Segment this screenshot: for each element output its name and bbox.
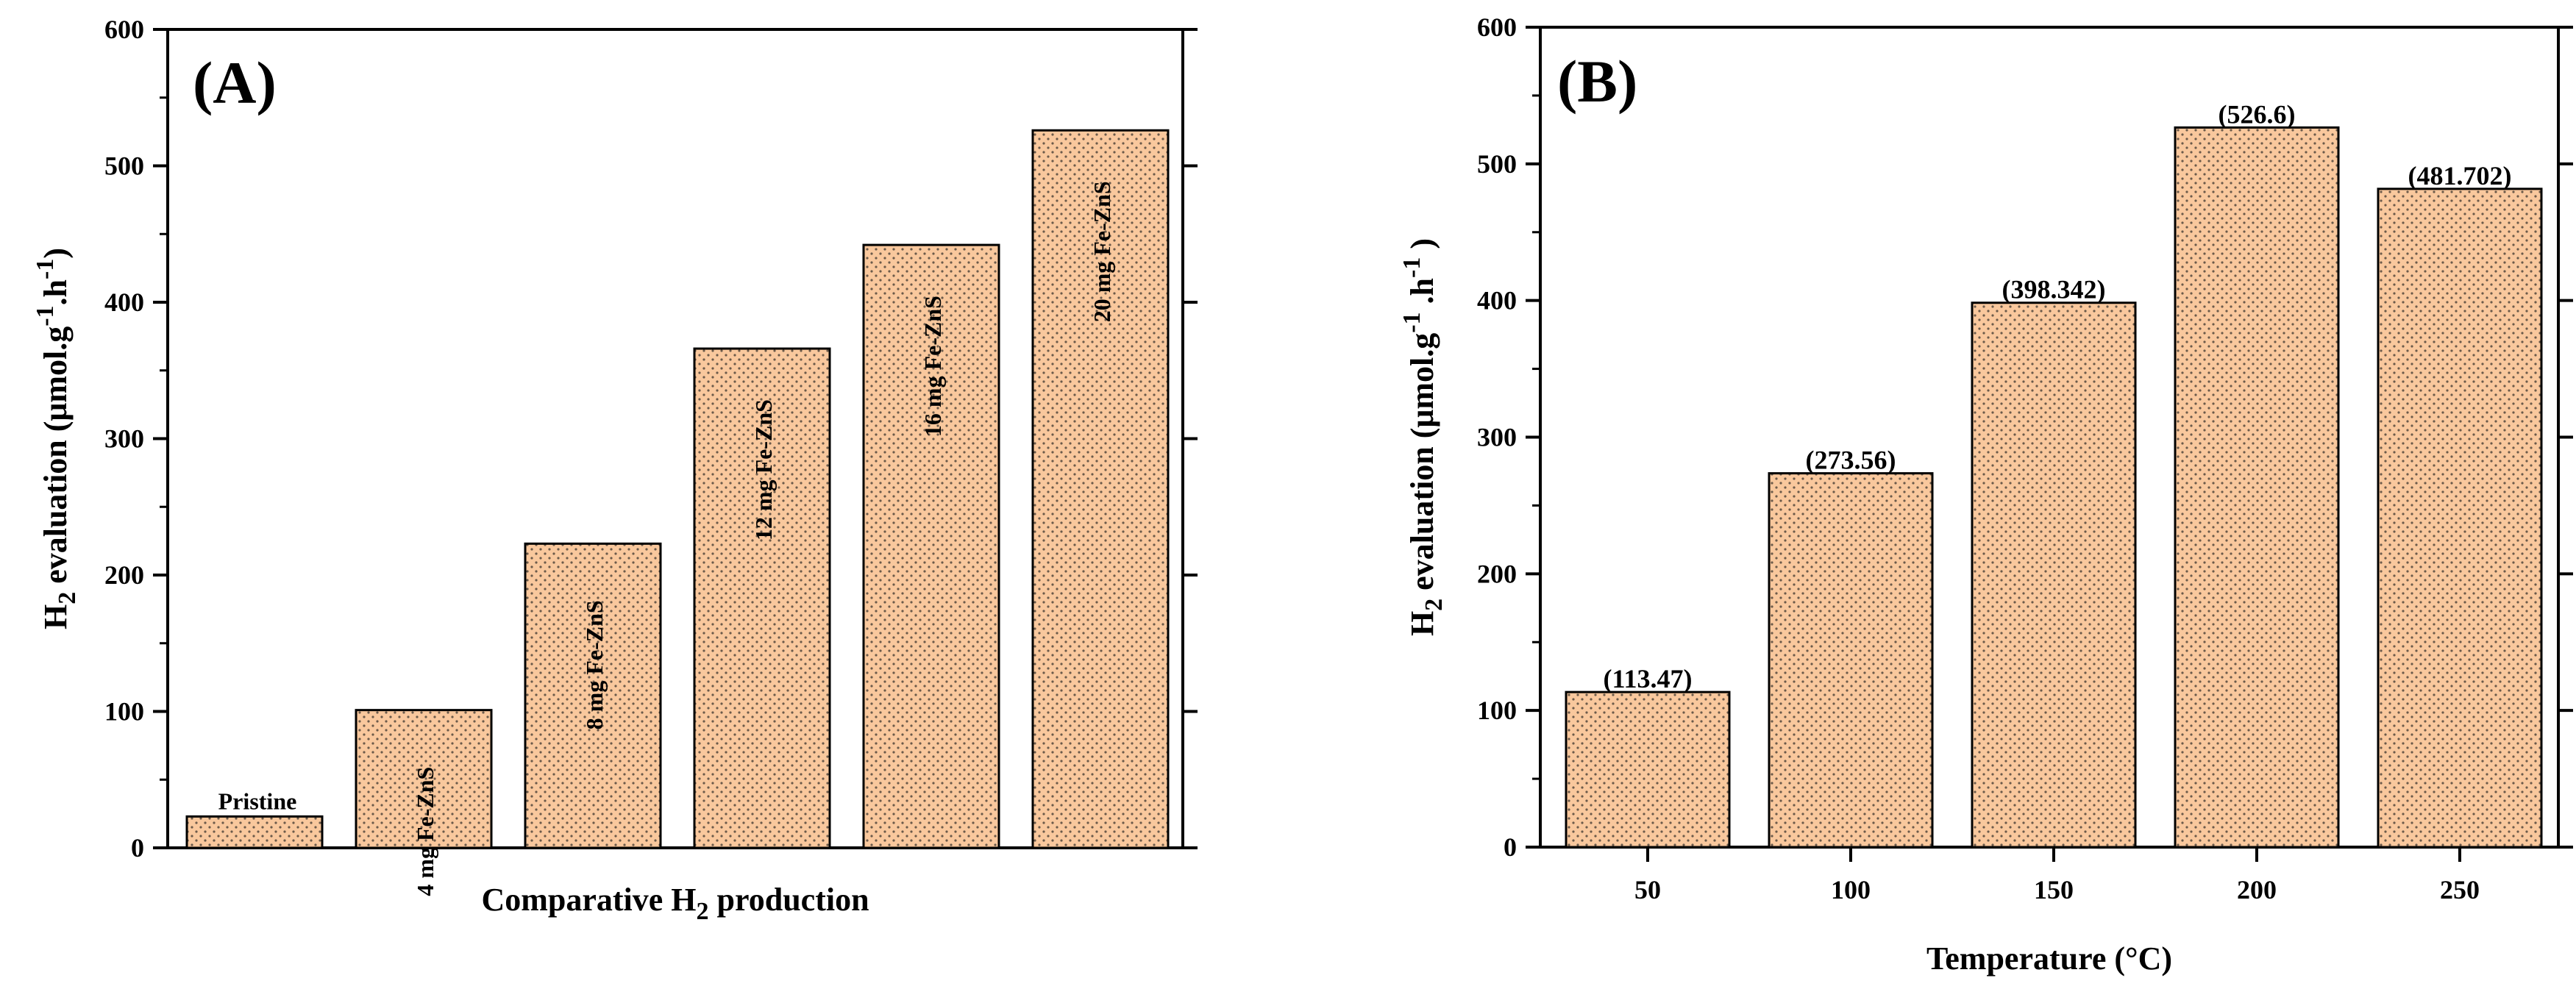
y-tick-label: 400 — [104, 288, 144, 317]
x-tick-label: 250 — [2440, 875, 2480, 904]
y-tick-label: 400 — [1477, 286, 1517, 315]
y-tick-label: 200 — [104, 560, 144, 590]
y-tick-label: 100 — [104, 697, 144, 727]
bar — [2377, 188, 2543, 849]
x-tick-label: 100 — [1831, 875, 1871, 904]
bar-value-label: (526.6) — [2219, 99, 2296, 129]
y-tick-label: 500 — [1477, 149, 1517, 179]
bar-category-label: 16 mg Fe-ZnS — [919, 296, 946, 437]
bar — [1565, 690, 1731, 849]
x-axis-title: Temperature (°C) — [1926, 940, 2172, 977]
bar — [2174, 126, 2340, 849]
panel-b: 0 100 200 300 400 500 600 (113.47) 50 (273.56) 100… — [1398, 13, 2573, 977]
y-axis-title: H2 evaluation (μmol.g-1.h-1) — [32, 248, 81, 629]
x-axis-title: Comparative H2 production — [481, 882, 869, 925]
y-tick-label: 600 — [104, 15, 144, 44]
x-tick-label: 150 — [2034, 875, 2074, 904]
bar — [1768, 472, 1934, 849]
bar — [693, 347, 831, 849]
panel-label: (B) — [1557, 48, 1637, 115]
y-tick-label: 300 — [1477, 423, 1517, 452]
bar-category-label: 4 mg Fe-ZnS — [412, 767, 438, 896]
y-tick-label: 600 — [1477, 13, 1517, 42]
bar-category-label: 12 mg Fe-ZnS — [750, 399, 777, 540]
bar — [355, 709, 493, 849]
bar-category-label: 20 mg Fe-ZnS — [1089, 181, 1115, 322]
bar — [862, 243, 1000, 849]
y-tick-label: 500 — [104, 151, 144, 181]
y-axis-title: H2 evaluation (μmol.g-1 .h-1 ) — [1398, 238, 1448, 636]
bar-category-label: Pristine — [218, 788, 297, 814]
panel-a: 0 100 200 300 400 500 600 Pristine 4 mg Fe-ZnS 8 … — [32, 15, 1198, 925]
bar-value-label: (273.56) — [1806, 446, 1896, 475]
bar — [1031, 129, 1170, 849]
bar-value-label: (113.47) — [1604, 664, 1693, 693]
bar-value-label: (398.342) — [2002, 275, 2106, 304]
x-tick-label: 200 — [2237, 875, 2277, 904]
bar-value-label: (481.702) — [2408, 161, 2512, 190]
bar — [185, 815, 324, 849]
bar — [524, 542, 662, 849]
bar-category-label: 8 mg Fe-ZnS — [581, 600, 608, 729]
panel-label: (A) — [193, 49, 277, 116]
y-tick-label: 300 — [104, 424, 144, 454]
x-tick-label: 50 — [1634, 875, 1661, 904]
y-tick-label: 0 — [131, 833, 144, 863]
y-tick-label: 200 — [1477, 559, 1517, 588]
y-tick-label: 100 — [1477, 696, 1517, 725]
plot-frame — [166, 28, 1184, 849]
y-tick-label: 0 — [1504, 832, 1517, 862]
bar — [1971, 301, 2137, 849]
